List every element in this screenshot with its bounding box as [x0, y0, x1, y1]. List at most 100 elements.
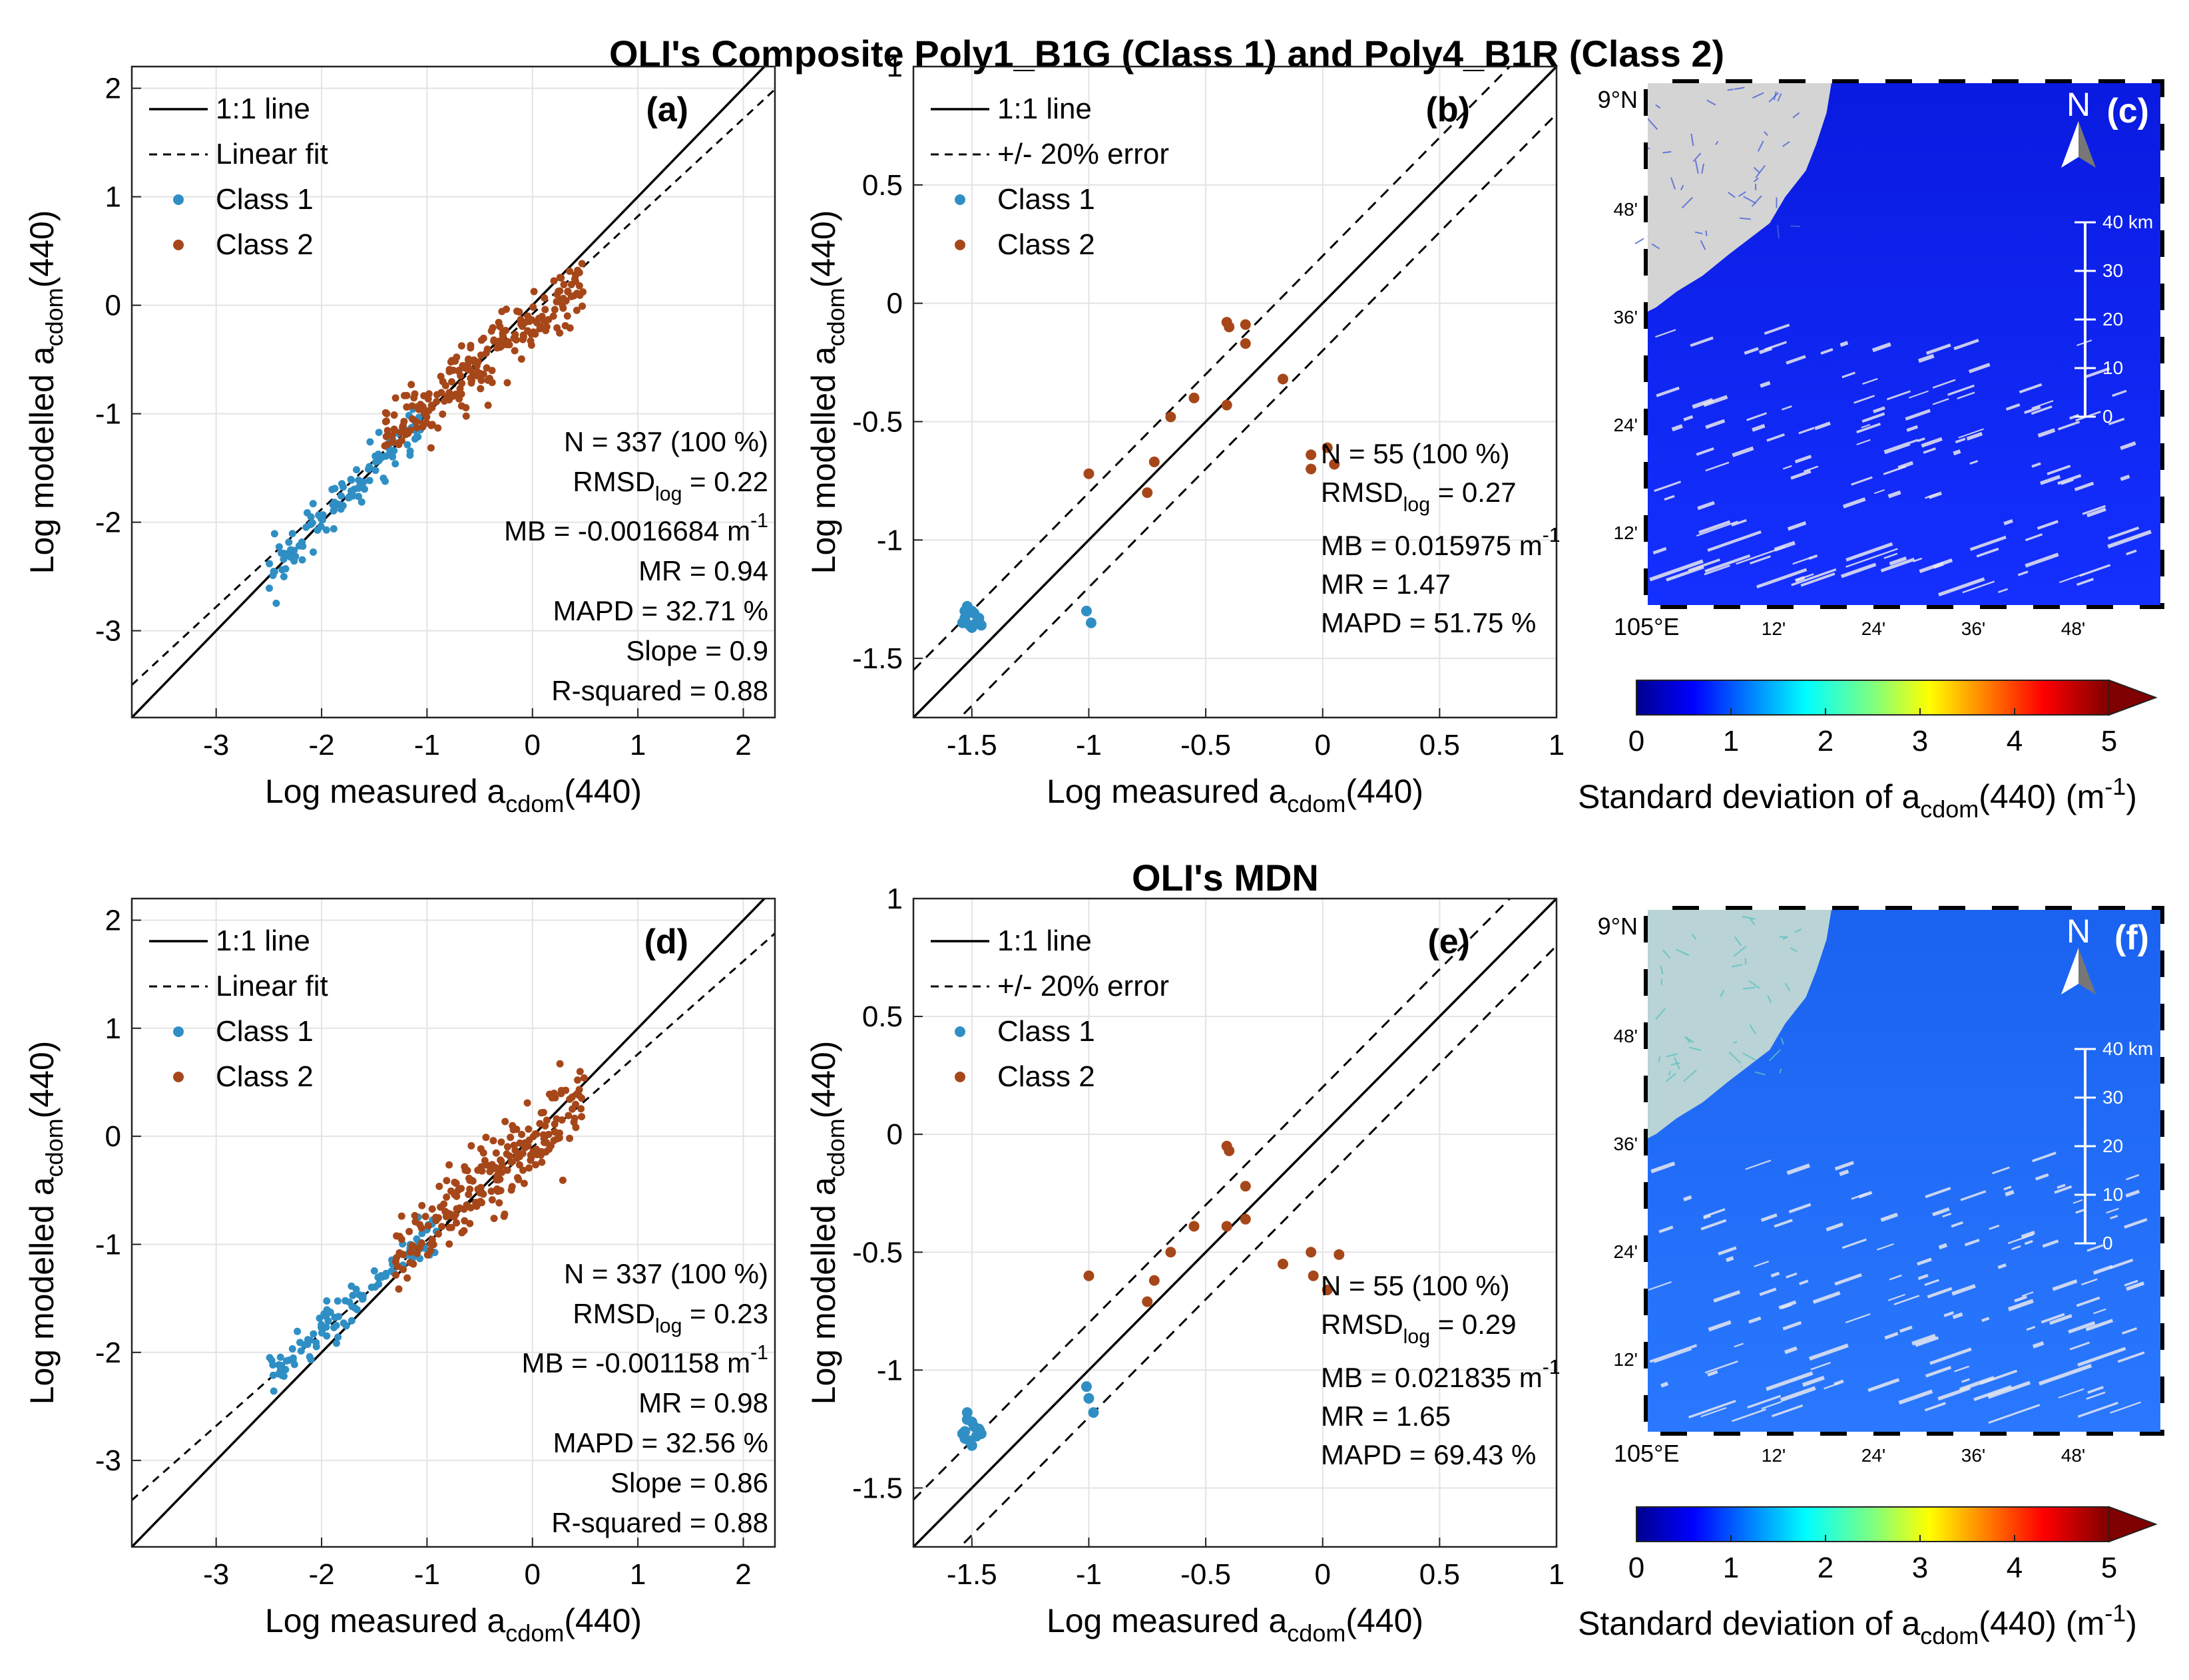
cloud-streak — [1650, 1161, 1676, 1173]
land-texture — [1792, 112, 1800, 118]
data-point-class1 — [322, 1323, 330, 1331]
scale-label: 0 — [2102, 1233, 2113, 1253]
cloud-streak — [1707, 530, 1762, 552]
x-axis-label: Log measured acdom(440) — [265, 773, 642, 817]
data-point-class1 — [280, 1372, 288, 1380]
data-point-class2 — [437, 373, 445, 381]
land-texture — [1755, 164, 1766, 178]
cloud-streak — [1841, 371, 1856, 379]
scale-label: 10 — [2102, 1184, 2123, 1205]
x-tick-label: 1 — [630, 1558, 646, 1591]
cloud-streak — [2005, 1189, 2015, 1197]
cloud-streak — [1927, 1287, 1953, 1299]
cloud-streak — [1705, 461, 1730, 472]
cloud-streak — [2126, 549, 2137, 556]
cloud-streak — [1794, 455, 1812, 464]
data-point-class2 — [577, 1105, 585, 1113]
stat-line: Slope = 0.9 — [626, 635, 768, 666]
x-axis-label: Log measured acdom(440) — [1047, 773, 1423, 817]
colorbar-label-sub: cdom — [1920, 795, 1979, 823]
y-tick-label: -1 — [95, 1228, 121, 1261]
y-tick-label: -1 — [95, 398, 121, 431]
data-point-class2 — [399, 421, 407, 429]
land-texture — [1690, 133, 1694, 146]
cloud-streak — [1947, 384, 1975, 396]
data-point-class1 — [1088, 1407, 1099, 1418]
colorbar — [1636, 1506, 2110, 1542]
cloud-streak — [2117, 1351, 2145, 1363]
cloud-streak — [1883, 441, 1911, 455]
cloud-streak — [1925, 1366, 1952, 1378]
cloud-streak — [1649, 559, 1704, 582]
data-point-class2 — [537, 1151, 545, 1159]
data-point-class2 — [507, 1186, 515, 1194]
data-point-class2 — [505, 341, 513, 349]
cloud-streak — [2017, 570, 2029, 576]
data-point-class2 — [528, 315, 536, 323]
land-texture — [1651, 243, 1660, 250]
colorbar-label-sub: cdom — [1920, 1622, 1979, 1649]
y-tick-label: -1.5 — [852, 642, 903, 675]
land-texture — [1753, 177, 1759, 182]
legend-marker-class2 — [173, 1072, 184, 1082]
x-tick-label: 0.5 — [1419, 1558, 1460, 1591]
stat-n: N = 55 (100 %) — [1321, 438, 1510, 469]
data-point-class1 — [300, 1341, 308, 1349]
data-point-class2 — [513, 1154, 521, 1161]
data-point-class2 — [531, 1130, 539, 1138]
cloud-streak — [1932, 1207, 1950, 1217]
y-tick-label: -2 — [95, 507, 121, 539]
north-arrow-icon — [2078, 121, 2096, 168]
colorbar-tick-label: 0 — [1628, 725, 1644, 757]
land-texture — [1700, 240, 1706, 250]
colorbar-tick-label: 4 — [2007, 725, 2023, 757]
data-point-class2 — [1278, 1258, 1289, 1269]
cloud-streak — [1758, 346, 1773, 355]
data-point-class1 — [294, 1327, 302, 1335]
cloud-streak — [1966, 431, 1983, 441]
data-point-class2 — [487, 1187, 495, 1195]
data-point-class2 — [501, 1118, 509, 1126]
cloud-streak — [1887, 1293, 1905, 1301]
stat-rmsd-sub: log — [1403, 494, 1430, 516]
data-point-class1 — [322, 526, 330, 534]
lat-label: 36' — [1614, 307, 1638, 327]
data-point-class1 — [355, 493, 363, 501]
data-point-class2 — [425, 1222, 433, 1230]
cloud-streak — [1957, 391, 1975, 399]
legend-marker-class1 — [173, 194, 184, 205]
legend-marker-class1 — [955, 1026, 965, 1037]
cloud-streak — [1840, 562, 1877, 578]
cloud-streak — [2057, 474, 2082, 485]
cloud-streak — [1666, 565, 1704, 582]
data-point-class1 — [292, 552, 300, 560]
data-point-class2 — [1329, 459, 1340, 470]
cloud-streak — [1845, 1313, 1871, 1324]
x-tick-label: 1 — [630, 729, 646, 761]
stat-mb-exp: -1 — [750, 510, 768, 532]
colorbar-label-main: Standard deviation of a — [1578, 778, 1920, 815]
data-point-class2 — [517, 355, 525, 363]
cloud-streak — [1992, 1166, 2010, 1175]
cloud-streak — [1883, 552, 1898, 559]
cloud-streak — [1799, 1279, 1809, 1285]
land-texture — [1692, 152, 1702, 162]
data-point-class2 — [497, 1157, 505, 1165]
data-point-class1 — [350, 485, 358, 493]
data-point-class2 — [503, 379, 511, 387]
cloud-streak — [1988, 1404, 2041, 1424]
scatter-plot-b: -1.5 -1 -0.5 0 0.5 1 -1.5 -1 -0.5 0 0.5 1 Log measur… — [805, 51, 1565, 817]
cloud-streak — [1839, 1169, 1849, 1176]
cloud-streak — [1937, 1386, 1971, 1401]
data-point-class2 — [495, 1199, 503, 1207]
stat-rmsd: RMSDlog = 0.22 — [573, 466, 768, 505]
legend-entry: 1:1 line — [997, 925, 1092, 957]
stat-line: MAPD = 51.75 % — [1321, 607, 1536, 638]
cloud-streak — [1754, 1260, 1770, 1267]
cloud-streak — [1782, 405, 1792, 411]
data-point-class2 — [530, 288, 538, 296]
data-point-class1 — [1083, 1392, 1094, 1404]
y-tick-label: -3 — [95, 615, 121, 648]
lat-label: 9°N — [1598, 913, 1638, 940]
cloud-streak — [1726, 1256, 1734, 1263]
